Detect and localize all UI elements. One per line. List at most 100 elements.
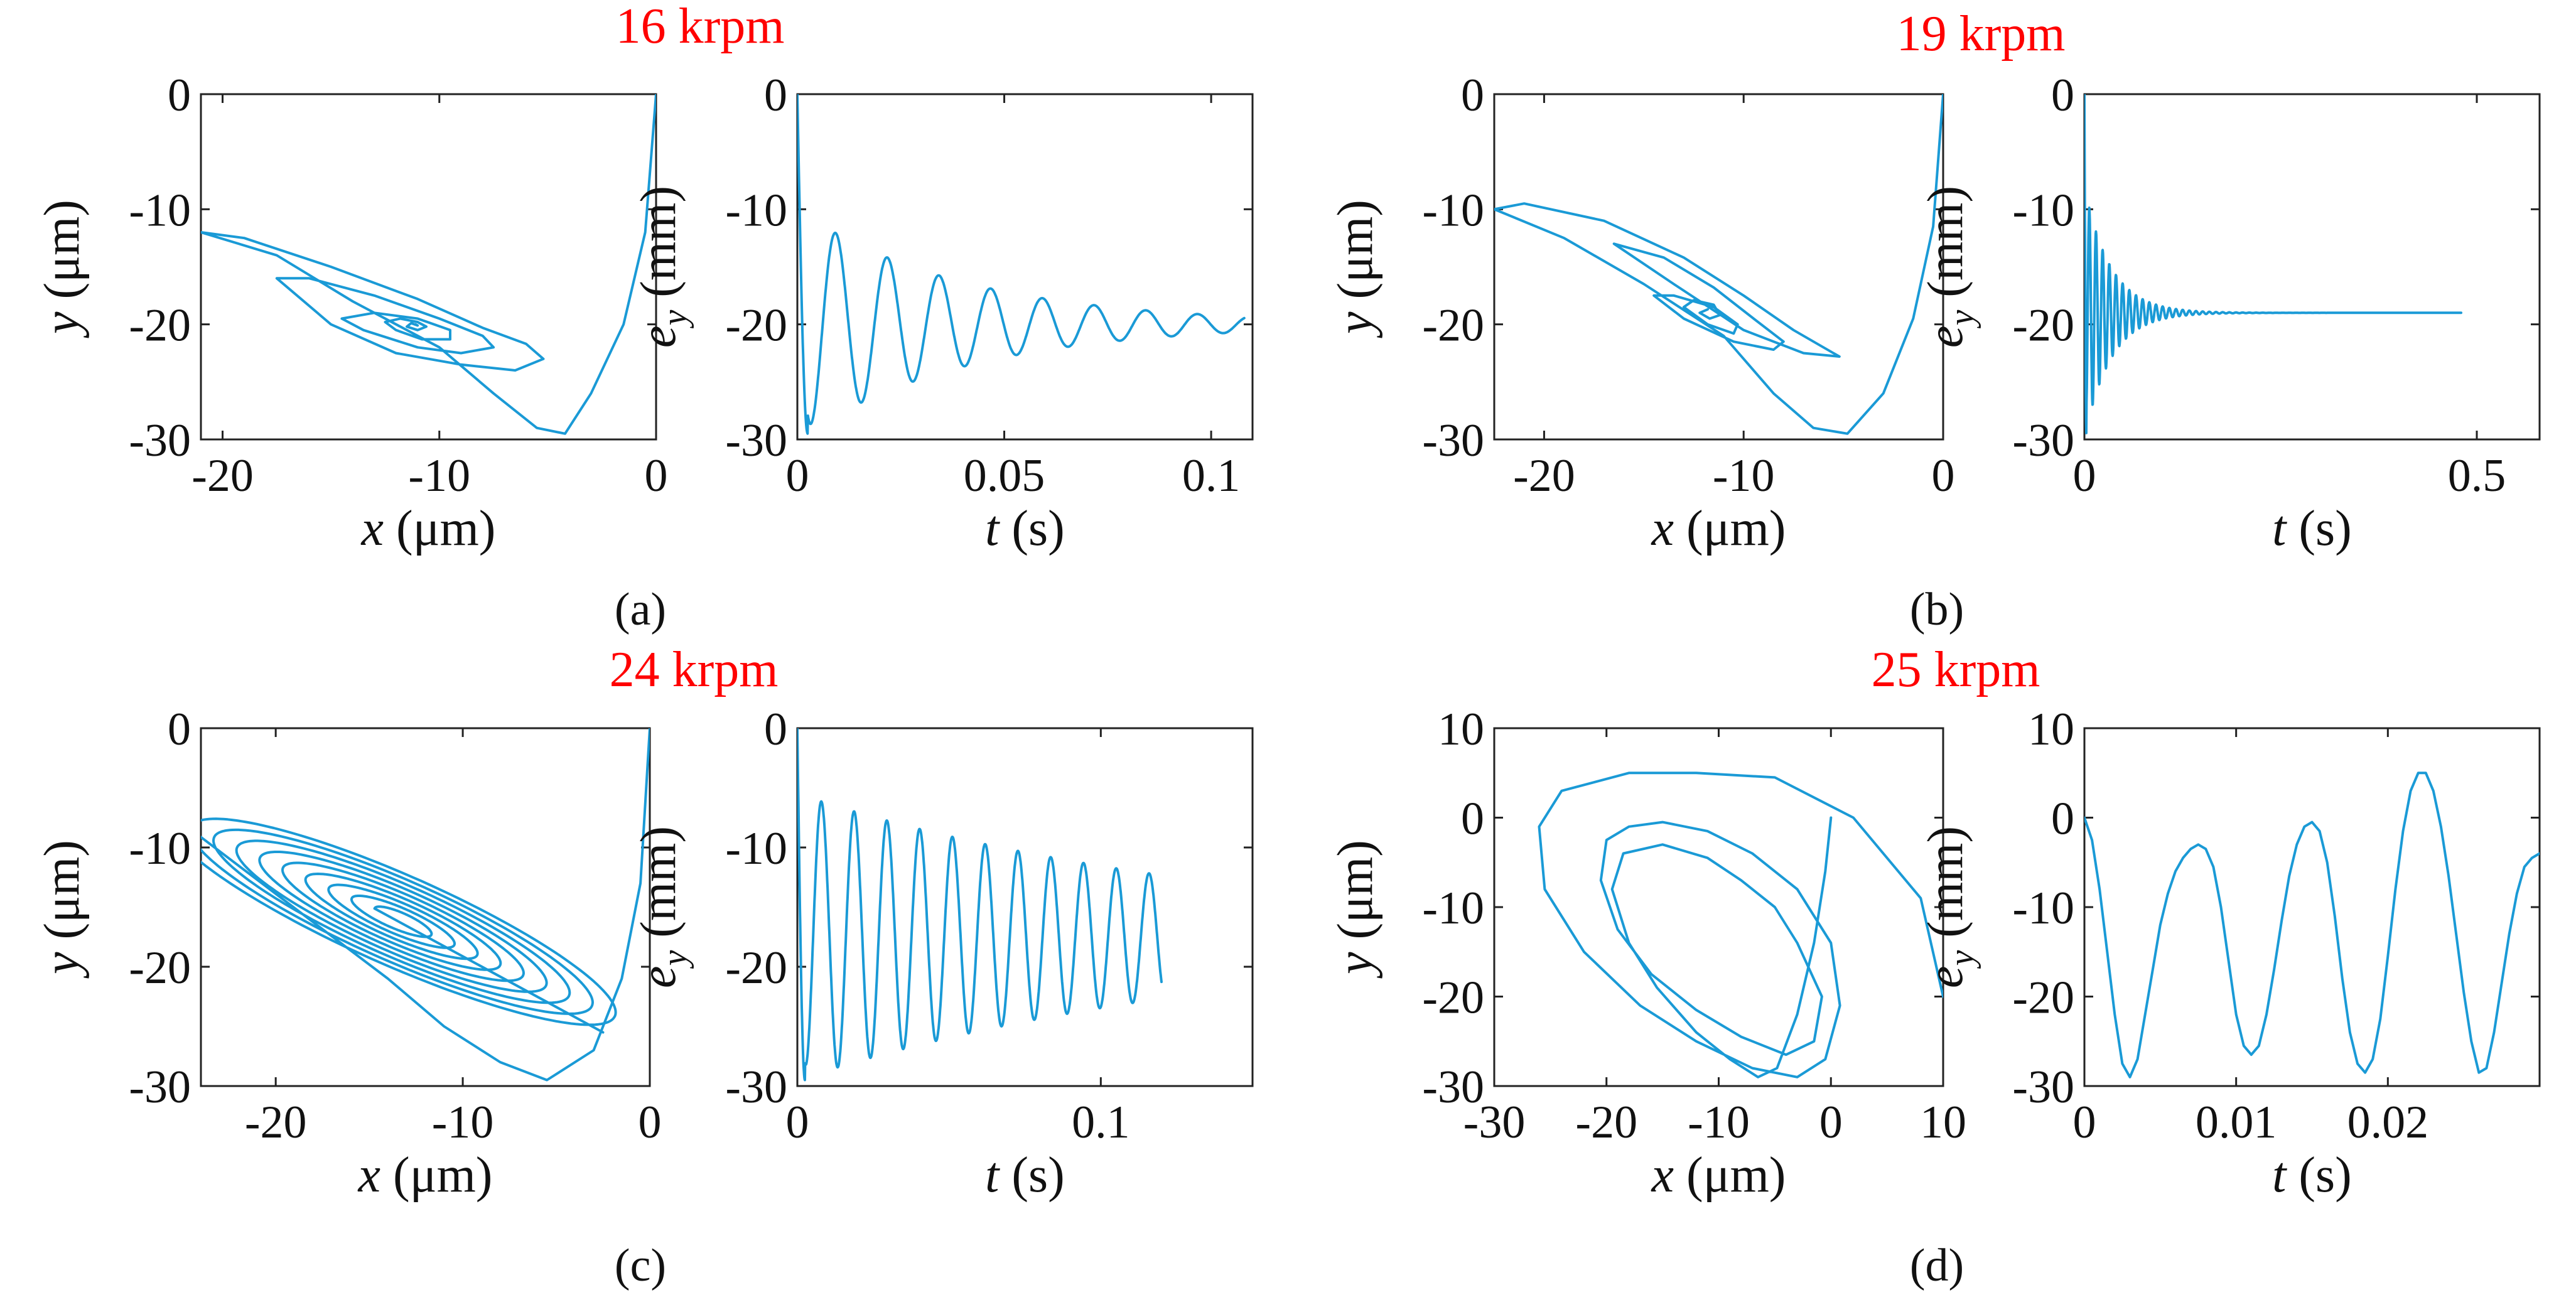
y-axis-subscript: y	[655, 950, 694, 969]
x-tick-label: -20	[1575, 1097, 1637, 1148]
y-tick-label: -10	[1422, 185, 1484, 236]
panel-caption: (b)	[1910, 584, 1964, 635]
y-tick-label: 0	[2051, 70, 2074, 121]
y-axis-label: ey (mm)	[631, 826, 694, 988]
y-tick-label: -10	[2012, 883, 2074, 934]
x-axis-label: x (μm)	[361, 501, 496, 556]
y-axis-unit: (mm)	[631, 826, 686, 950]
orbit-trajectory-line	[1538, 772, 1943, 1078]
y-axis-unit: (mm)	[1918, 826, 1973, 950]
y-axis-unit: (μm)	[35, 840, 90, 952]
displacement-time-line	[2084, 94, 2462, 434]
y-axis-unit: (mm)	[631, 186, 686, 310]
y-tick-label: 10	[2028, 704, 2074, 755]
orbit-axes-frame	[200, 93, 657, 441]
orbit-trajectory-line	[1494, 94, 1943, 435]
y-tick-label: 0	[1461, 793, 1484, 845]
speed-label: 25 krpm	[1872, 642, 2040, 697]
y-tick-label: 0	[2051, 793, 2074, 845]
x-tick-label: 0.1	[1182, 450, 1241, 502]
y-tick-label: -10	[725, 185, 787, 236]
panel-b: -20 -10 0 -30 -20 -10 0 x (μm) y (μm) 0 0.5 -30 -20 -…	[1328, 6, 2541, 635]
y-tick-label: 0	[764, 704, 787, 755]
y-axis-variable: y	[1328, 952, 1383, 979]
y-tick-label: 0	[168, 70, 191, 121]
y-tick-label: -20	[129, 300, 191, 352]
speed-label: 19 krpm	[1897, 6, 2066, 62]
y-tick-label: 0	[1461, 70, 1484, 121]
x-axis-variable: t	[985, 501, 1000, 556]
x-tick-label: -20	[245, 1097, 307, 1148]
x-axis-label: x (μm)	[1651, 501, 1786, 556]
y-tick-label: -30	[129, 1062, 191, 1113]
displacement-time-line	[797, 94, 1246, 435]
time-plot: 0 0.1 -30 -20 -10 0 t (s) ey (mm)	[631, 704, 1254, 1203]
x-axis-unit: (μm)	[1674, 501, 1786, 556]
x-tick-label: 10	[1920, 1097, 1966, 1148]
x-axis-label: t (s)	[2272, 1148, 2352, 1203]
x-tick-label: 0.05	[964, 450, 1045, 502]
y-tick-label: 0	[764, 70, 787, 121]
x-tick-label: -30	[1463, 1097, 1526, 1148]
y-axis-unit: (μm)	[35, 200, 90, 311]
y-tick-label: -20	[2012, 300, 2074, 352]
y-tick-label: -30	[2012, 415, 2074, 466]
y-axis-label: y (μm)	[35, 200, 90, 338]
x-tick-label: 0	[639, 1097, 662, 1148]
x-tick-label: -20	[191, 450, 254, 502]
x-tick-label: 0	[645, 450, 668, 502]
time-plot: 0 0.01 0.02 -30 -20 -10 0 10 t (s) ey (mm)	[1918, 704, 2541, 1203]
y-tick-label: -10	[2012, 185, 2074, 236]
x-tick-label: 0.5	[2448, 450, 2506, 502]
x-tick-label: -10	[1713, 450, 1775, 502]
x-axis-unit: (s)	[2286, 501, 2351, 556]
y-tick-label: -10	[129, 185, 191, 236]
y-tick-label: -20	[725, 942, 787, 994]
y-axis-variable: e	[631, 326, 686, 348]
x-axis-label: t (s)	[2272, 501, 2352, 556]
y-tick-label: -10	[1422, 883, 1484, 934]
y-axis-variable: y	[35, 311, 90, 338]
x-axis-variable: t	[985, 1148, 1000, 1203]
x-axis-label: x (μm)	[358, 1148, 493, 1203]
y-tick-label: -20	[1422, 300, 1484, 352]
y-tick-label: -10	[725, 823, 787, 874]
x-axis-variable: x	[1651, 1148, 1674, 1203]
x-axis-unit: (s)	[2286, 1148, 2351, 1203]
x-axis-variable: x	[358, 1148, 381, 1203]
panel-caption: (c)	[615, 1240, 666, 1291]
y-tick-label: -30	[1422, 415, 1484, 466]
time-axes-frame	[796, 727, 1254, 1087]
x-tick-label: 0	[1932, 450, 1955, 502]
x-tick-label: -10	[432, 1097, 494, 1148]
x-tick-label: -10	[1688, 1097, 1750, 1148]
y-axis-subscript: y	[655, 310, 694, 329]
y-axis-label: ey (mm)	[1918, 826, 1981, 988]
x-tick-label: 0.02	[2347, 1097, 2429, 1148]
displacement-time-line	[797, 728, 1163, 1082]
y-tick-label: -20	[725, 300, 787, 352]
speed-label: 16 krpm	[616, 0, 785, 54]
x-axis-variable: x	[361, 501, 384, 556]
time-axes-frame	[796, 93, 1254, 441]
x-axis-unit: (s)	[999, 1148, 1064, 1203]
y-axis-label: ey (mm)	[631, 186, 694, 348]
time-plot: 0 0.5 -30 -20 -10 0 t (s) ey (mm)	[1918, 70, 2541, 556]
y-tick-label: -30	[1422, 1062, 1484, 1113]
x-tick-label: 0	[786, 450, 809, 502]
x-axis-unit: (s)	[999, 501, 1064, 556]
y-tick-label: -10	[129, 823, 191, 874]
orbit-trajectory-line	[201, 94, 656, 435]
y-tick-label: 0	[168, 704, 191, 755]
x-tick-label: -20	[1513, 450, 1575, 502]
time-plot: 0 0.05 0.1 -30 -20 -10 0 t (s) ey (mm)	[631, 70, 1254, 556]
y-tick-label: -30	[725, 415, 787, 466]
orbit-axes-frame	[1493, 727, 1944, 1087]
x-axis-unit: (μm)	[384, 501, 495, 556]
time-axes-frame	[2083, 727, 2541, 1087]
y-axis-variable: y	[1328, 311, 1383, 338]
